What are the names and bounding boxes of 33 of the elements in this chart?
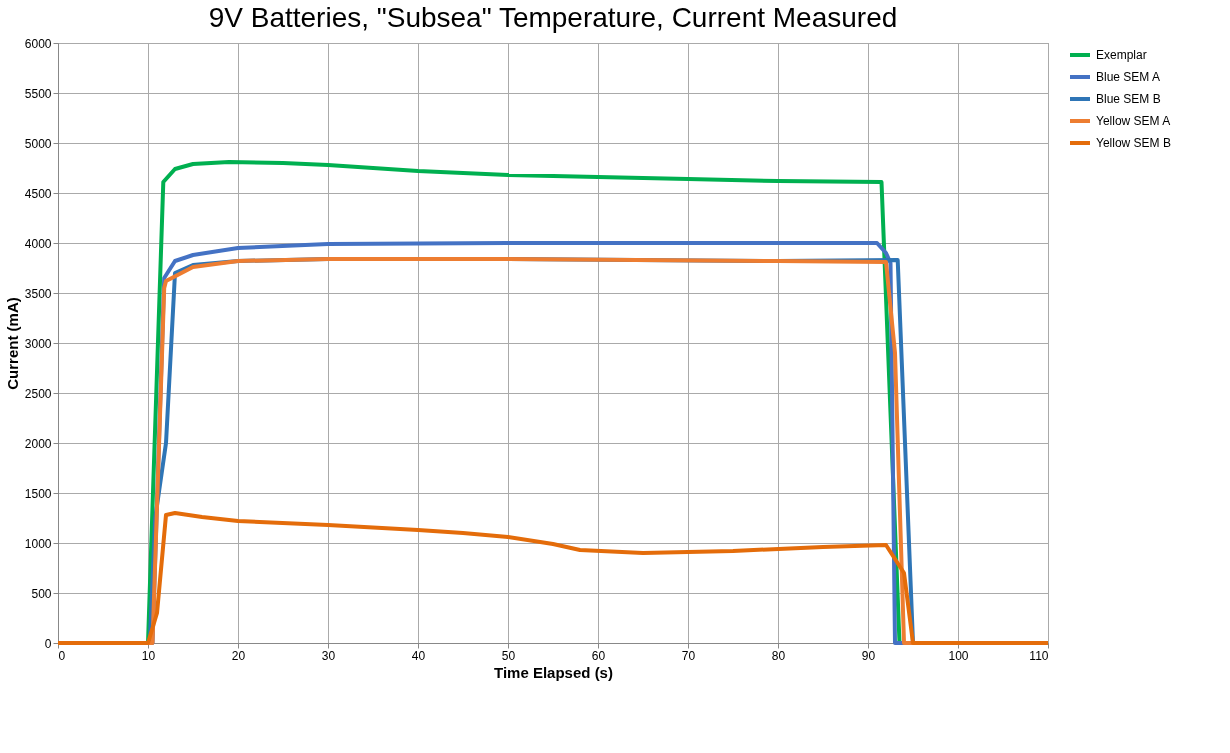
y-tick-label: 1500 xyxy=(24,486,52,501)
y-tick-label: 4500 xyxy=(24,186,52,201)
x-tick-label: 30 xyxy=(321,648,336,663)
y-tick-label: 3000 xyxy=(24,336,52,351)
y-axis-title: Current (mA) xyxy=(3,297,21,390)
x-tick-label: 0 xyxy=(58,648,66,663)
x-tick-label: 90 xyxy=(861,648,876,663)
x-tick-label: 80 xyxy=(771,648,786,663)
y-tick-label: 4000 xyxy=(24,236,52,251)
x-tick-label: 110 xyxy=(1029,648,1049,663)
x-tick-label: 40 xyxy=(411,648,426,663)
legend-label: Blue SEM A xyxy=(1096,70,1161,84)
y-tick-label: 5000 xyxy=(24,136,52,151)
y-tick-label: 500 xyxy=(31,586,52,601)
legend-label: Yellow SEM A xyxy=(1096,114,1171,128)
x-tick-label: 60 xyxy=(591,648,606,663)
y-tick-label: 5500 xyxy=(24,86,52,101)
x-axis-title: Time Elapsed (s) xyxy=(494,663,613,681)
legend-label: Exemplar xyxy=(1096,48,1147,62)
legend-label: Yellow SEM B xyxy=(1096,136,1171,150)
y-tick-label: 0 xyxy=(44,636,52,651)
y-tick-label: 1000 xyxy=(24,536,52,551)
y-tick-label: 2500 xyxy=(24,386,52,401)
x-tick-label: 70 xyxy=(681,648,696,663)
x-tick-label: 10 xyxy=(141,648,156,663)
y-tick-label: 2000 xyxy=(24,436,52,451)
x-tick-label: 20 xyxy=(231,648,246,663)
y-tick-label: 3500 xyxy=(24,286,52,301)
y-tick-label: 6000 xyxy=(24,36,52,51)
x-tick-label: 50 xyxy=(501,648,516,663)
legend-label: Blue SEM B xyxy=(1096,92,1161,106)
x-tick-label: 100 xyxy=(948,648,969,663)
chart-title: 9V Batteries, "Subsea" Temperature, Current Measured xyxy=(208,2,898,33)
